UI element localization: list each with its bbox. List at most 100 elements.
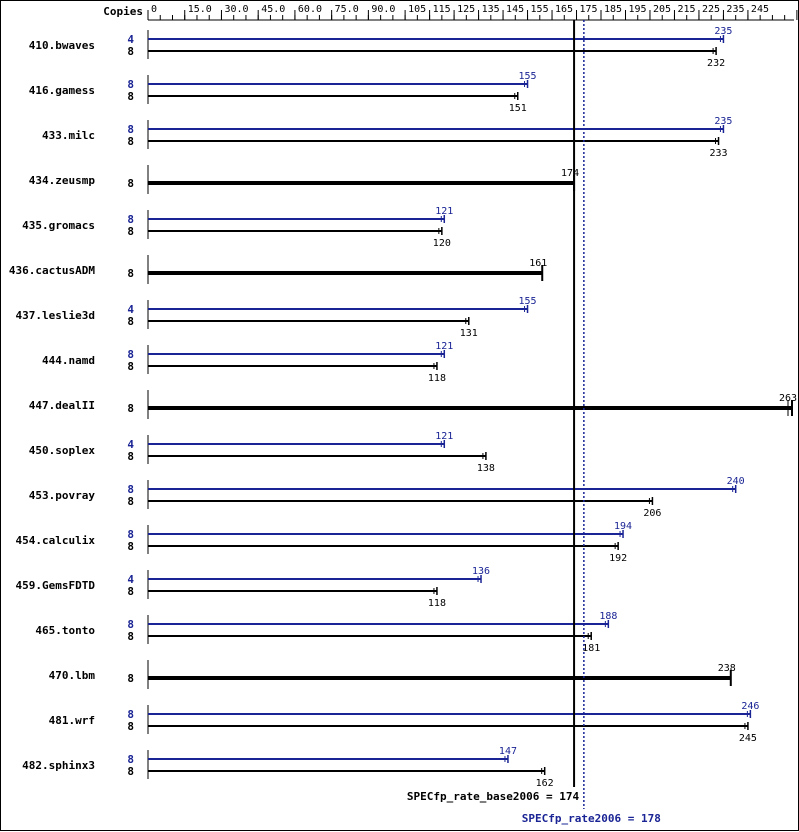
peak-copies-label: 8 <box>127 348 134 361</box>
benchmark-label: 416.gamess <box>29 84 95 97</box>
peak-copies-label: 8 <box>127 483 134 496</box>
x-tick-label: 135 <box>482 4 500 15</box>
base-copies-label: 8 <box>127 135 134 148</box>
base-value-label: 206 <box>643 508 661 519</box>
base-value-label: 233 <box>710 148 728 159</box>
x-tick-label: 45.0 <box>261 4 285 15</box>
base-copies-label: 8 <box>127 720 134 733</box>
base-value-label: 238 <box>718 663 736 674</box>
x-tick-label: 175 <box>580 4 598 15</box>
base-copies-label: 8 <box>127 45 134 58</box>
peak-value-label: 235 <box>714 116 732 127</box>
peak-copies-label: 4 <box>127 303 134 316</box>
x-tick-label: 30.0 <box>224 4 248 15</box>
x-tick-label: 145 <box>506 4 524 15</box>
peak-value-label: 155 <box>519 71 537 82</box>
base-value-label: 174 <box>561 168 579 179</box>
base-copies-label: 8 <box>127 450 134 463</box>
base-copies-label: 8 <box>127 540 134 553</box>
benchmark-label: 453.povray <box>29 489 96 502</box>
base-value-label: 131 <box>460 328 478 339</box>
peak-copies-label: 4 <box>127 573 134 586</box>
peak-copies-label: 4 <box>127 438 134 451</box>
base-copies-label: 8 <box>127 360 134 373</box>
base-copies-label: 8 <box>127 315 134 328</box>
peak-value-label: 246 <box>741 701 759 712</box>
x-tick-label: 205 <box>653 4 671 15</box>
base-copies-label: 8 <box>127 765 134 778</box>
x-tick-label: 125 <box>457 4 475 15</box>
peak-value-label: 121 <box>435 341 453 352</box>
benchmark-label: 459.GemsFDTD <box>16 579 96 592</box>
peak-copies-label: 8 <box>127 123 134 136</box>
benchmark-label: 465.tonto <box>35 624 95 637</box>
base-value-label: 118 <box>428 598 446 609</box>
base-copies-label: 8 <box>127 630 134 643</box>
base-copies-label: 8 <box>127 177 134 190</box>
base-copies-label: 8 <box>127 672 134 685</box>
base-value-label: 120 <box>433 238 451 249</box>
benchmark-label: 447.dealII <box>29 399 95 412</box>
x-tick-label: 165 <box>555 4 573 15</box>
base-value-label: 161 <box>529 258 547 269</box>
x-tick-label: 75.0 <box>335 4 359 15</box>
benchmark-label: 470.lbm <box>49 669 96 682</box>
benchmark-label: 444.namd <box>42 354 95 367</box>
base-copies-label: 8 <box>127 267 134 280</box>
peak-value-label: 136 <box>472 566 490 577</box>
x-tick-label: 90.0 <box>371 4 395 15</box>
base-copies-label: 8 <box>127 402 134 415</box>
base-copies-label: 8 <box>127 225 134 238</box>
base-value-label: 263 <box>779 393 797 404</box>
peak-value-label: 121 <box>435 206 453 217</box>
peak-copies-label: 8 <box>127 213 134 226</box>
peak-value-label: 240 <box>727 476 745 487</box>
x-tick-label: 195 <box>628 4 646 15</box>
x-tick-label: 185 <box>604 4 622 15</box>
peak-value-label: 155 <box>519 296 537 307</box>
peak-value-label: 194 <box>614 521 632 532</box>
x-tick-label: 115 <box>433 4 451 15</box>
benchmark-label: 482.sphinx3 <box>22 759 95 772</box>
peak-value-label: 121 <box>435 431 453 442</box>
base-value-label: 181 <box>582 643 600 654</box>
x-tick-label: 215 <box>677 4 695 15</box>
benchmark-label: 437.leslie3d <box>16 309 95 322</box>
peak-copies-label: 8 <box>127 753 134 766</box>
base-value-label: 162 <box>536 778 554 789</box>
peak-value-label: 235 <box>714 26 732 37</box>
x-tick-label: 245 <box>751 4 769 15</box>
base-reference-label: SPECfp_rate_base2006 = 174 <box>407 790 580 803</box>
base-value-label: 232 <box>707 58 725 69</box>
benchmark-label: 481.wrf <box>49 714 95 727</box>
peak-copies-label: 8 <box>127 708 134 721</box>
x-tick-label: 155 <box>531 4 549 15</box>
peak-value-label: 188 <box>599 611 617 622</box>
base-value-label: 151 <box>509 103 527 114</box>
benchmark-label: 454.calculix <box>16 534 96 547</box>
x-tick-label: 0 <box>151 4 157 15</box>
peak-reference-label: SPECfp_rate2006 = 178 <box>522 812 661 825</box>
base-value-label: 245 <box>739 733 757 744</box>
peak-copies-label: 8 <box>127 618 134 631</box>
x-tick-label: 225 <box>702 4 720 15</box>
x-tick-label: 15.0 <box>188 4 212 15</box>
benchmark-label: 410.bwaves <box>29 39 95 52</box>
base-value-label: 138 <box>477 463 495 474</box>
base-value-label: 192 <box>609 553 627 564</box>
benchmark-label: 436.cactusADM <box>9 264 95 277</box>
peak-copies-label: 4 <box>127 33 134 46</box>
peak-value-label: 147 <box>499 746 517 757</box>
x-tick-label: 60.0 <box>298 4 322 15</box>
base-copies-label: 8 <box>127 495 134 508</box>
base-value-label: 118 <box>428 373 446 384</box>
x-tick-label: 235 <box>726 4 744 15</box>
benchmark-label: 433.milc <box>42 129 95 142</box>
copies-header: Copies <box>103 5 143 18</box>
peak-copies-label: 8 <box>127 528 134 541</box>
base-copies-label: 8 <box>127 585 134 598</box>
base-copies-label: 8 <box>127 90 134 103</box>
benchmark-label: 450.soplex <box>29 444 96 457</box>
x-tick-label: 105 <box>408 4 426 15</box>
